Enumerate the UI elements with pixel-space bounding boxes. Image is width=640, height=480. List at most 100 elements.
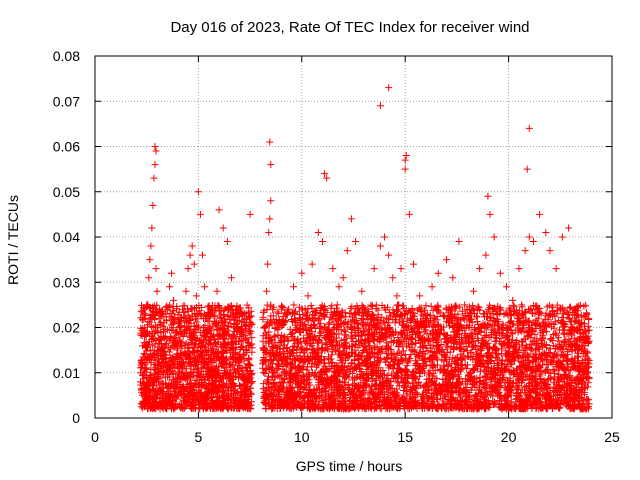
roti-point xyxy=(532,395,540,403)
roti-point xyxy=(241,386,249,394)
roti-point xyxy=(421,341,429,349)
roti-point xyxy=(224,322,232,330)
roti-point xyxy=(314,361,322,369)
roti-point xyxy=(167,380,175,388)
roti-point xyxy=(236,345,244,353)
roti-point xyxy=(188,389,196,397)
roti-point xyxy=(224,305,232,313)
roti-point xyxy=(189,331,197,339)
roti-point xyxy=(305,379,313,387)
roti-point xyxy=(154,390,162,398)
roti-point xyxy=(166,361,174,369)
roti-point xyxy=(247,379,255,387)
roti-point xyxy=(211,335,219,343)
roti-point xyxy=(248,390,256,398)
roti-point xyxy=(177,360,185,368)
roti-point xyxy=(170,316,178,324)
roti-point xyxy=(377,325,385,333)
roti-point xyxy=(314,316,322,324)
roti-point xyxy=(245,360,253,368)
roti-point xyxy=(268,374,276,382)
roti-point xyxy=(186,352,194,360)
roti-point xyxy=(267,357,275,365)
roti-point xyxy=(137,329,145,337)
roti-point xyxy=(486,403,494,411)
roti-point xyxy=(471,392,479,400)
roti-point xyxy=(201,359,209,367)
roti-point xyxy=(238,390,246,398)
roti-point xyxy=(388,370,396,378)
roti-point xyxy=(197,342,205,350)
roti-point xyxy=(222,392,230,400)
roti-point xyxy=(348,381,356,389)
roti-point xyxy=(348,360,356,368)
roti-point xyxy=(216,326,224,334)
roti-point xyxy=(268,343,276,351)
roti-point xyxy=(368,329,376,337)
roti-point xyxy=(213,343,221,351)
roti-point xyxy=(172,334,180,342)
roti-point xyxy=(206,388,214,396)
roti-point xyxy=(200,393,208,401)
roti-point xyxy=(238,382,246,390)
roti-point xyxy=(412,369,420,377)
roti-point xyxy=(339,378,347,386)
roti-point xyxy=(581,322,589,330)
roti-point xyxy=(416,317,424,325)
roti-point xyxy=(219,348,227,356)
roti-point xyxy=(280,333,288,341)
roti-point xyxy=(151,316,159,324)
chart-title: Day 016 of 2023, Rate Of TEC Index for r… xyxy=(170,19,529,36)
roti-point xyxy=(330,309,338,317)
roti-point xyxy=(191,361,199,369)
roti-point xyxy=(458,355,466,363)
roti-point xyxy=(152,336,160,344)
roti-point xyxy=(243,335,251,343)
roti-point xyxy=(532,355,540,363)
roti-point xyxy=(470,380,478,388)
roti-point xyxy=(394,349,402,357)
roti-point xyxy=(173,378,181,386)
roti-point xyxy=(484,397,492,405)
roti-point xyxy=(193,349,201,357)
roti-point xyxy=(238,343,246,351)
roti-point xyxy=(237,392,245,400)
roti-point xyxy=(231,316,239,324)
roti-point xyxy=(394,360,402,368)
roti-point xyxy=(569,324,577,332)
roti-point xyxy=(240,319,248,327)
roti-point xyxy=(344,380,352,388)
roti-point xyxy=(483,382,491,390)
roti-point xyxy=(220,358,228,366)
roti-point xyxy=(197,401,205,409)
roti-point xyxy=(177,322,185,330)
roti-point xyxy=(469,355,477,363)
roti-point xyxy=(140,339,148,347)
roti-point xyxy=(211,352,219,360)
roti-point xyxy=(148,303,156,311)
roti-point xyxy=(224,312,232,320)
roti-point xyxy=(527,322,535,330)
roti-point xyxy=(225,369,233,377)
roti-point xyxy=(188,312,196,320)
roti-point xyxy=(416,339,424,347)
roti-point xyxy=(213,325,221,333)
roti-point xyxy=(229,354,237,362)
roti-point xyxy=(236,404,244,412)
roti-point xyxy=(442,304,450,312)
roti-point xyxy=(187,383,195,391)
roti-point xyxy=(293,337,301,345)
roti-point xyxy=(560,365,568,373)
roti-point xyxy=(156,308,164,316)
roti-point xyxy=(347,305,355,313)
roti-point xyxy=(191,398,199,406)
roti-point xyxy=(534,345,542,353)
roti-point xyxy=(408,372,416,380)
roti-point xyxy=(330,324,338,332)
roti-point xyxy=(244,399,252,407)
roti-point xyxy=(494,361,502,369)
roti-point xyxy=(365,324,373,332)
roti-point xyxy=(242,385,250,393)
roti-point xyxy=(196,337,204,345)
roti-point xyxy=(396,316,404,324)
